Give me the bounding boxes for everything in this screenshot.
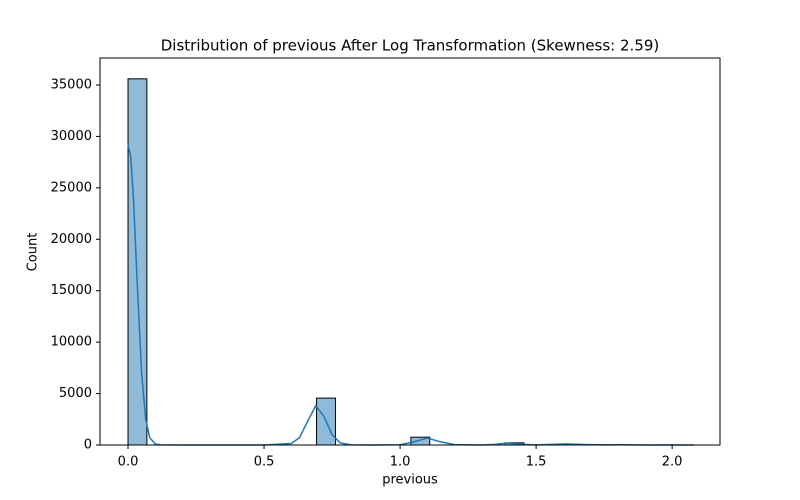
y-tick-label: 30000 bbox=[51, 129, 92, 144]
x-tick-label: 0.0 bbox=[118, 455, 139, 470]
y-tick-label: 25000 bbox=[51, 180, 92, 195]
y-tick-label: 5000 bbox=[59, 386, 92, 401]
y-tick-label: 35000 bbox=[51, 78, 92, 93]
x-tick-label: 2.0 bbox=[662, 455, 683, 470]
bar bbox=[127, 78, 148, 446]
y-tick-label: 20000 bbox=[51, 232, 92, 247]
x-tick-label: 1.0 bbox=[390, 455, 411, 470]
x-axis-label: previous bbox=[382, 473, 438, 488]
y-tick-label: 15000 bbox=[51, 283, 92, 298]
x-tick-label: 1.5 bbox=[526, 455, 547, 470]
x-tick-label: 0.5 bbox=[254, 455, 275, 470]
y-axis-label: Count bbox=[26, 233, 41, 272]
plot-frame bbox=[99, 57, 721, 446]
y-tick-label: 10000 bbox=[51, 335, 92, 350]
chart-title: Distribution of previous After Log Trans… bbox=[161, 37, 660, 55]
y-tick-label: 0 bbox=[84, 438, 92, 453]
